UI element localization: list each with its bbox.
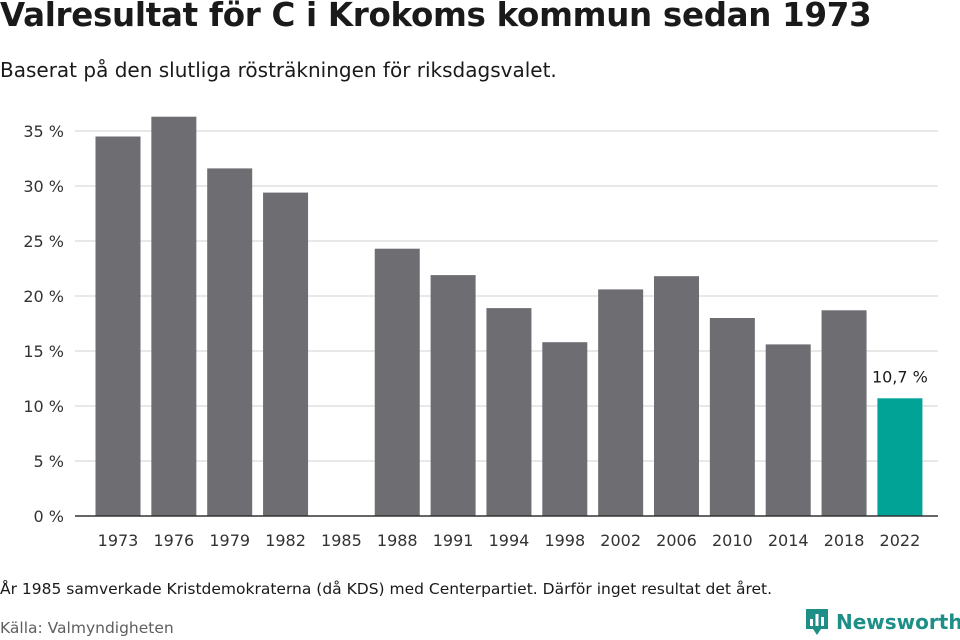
bar <box>654 276 699 516</box>
x-tick-label: 1976 <box>153 531 194 550</box>
bar <box>207 168 253 516</box>
y-tick-label: 35 % <box>23 122 64 141</box>
x-tick-label: 1994 <box>489 531 530 550</box>
x-tick-label: 2002 <box>600 531 641 550</box>
x-tick-label: 1991 <box>433 531 474 550</box>
x-tick-label: 2022 <box>880 531 921 550</box>
brand-name: Newsworthy <box>836 610 960 634</box>
x-tick-label: 1979 <box>209 531 250 550</box>
y-tick-label: 25 % <box>23 232 64 251</box>
source-text: Källa: Valmyndigheten <box>0 619 174 637</box>
x-tick-label: 2014 <box>768 531 809 550</box>
bar <box>151 116 197 516</box>
y-tick-label: 0 % <box>34 507 64 526</box>
bar <box>486 308 532 516</box>
y-tick-label: 20 % <box>23 287 64 306</box>
bar <box>263 192 309 516</box>
bar-highlight <box>877 398 923 516</box>
data-label: 10,7 % <box>872 367 928 386</box>
x-tick-label: 2018 <box>824 531 865 550</box>
bar <box>374 248 420 516</box>
y-tick-label: 10 % <box>23 397 64 416</box>
y-tick-label: 30 % <box>23 177 64 196</box>
chart-title: Valresultat för C i Krokoms kommun sedan… <box>0 0 872 34</box>
x-tick-label: 1985 <box>321 531 362 550</box>
bar <box>598 289 644 516</box>
bar-chart: 0 % 5 % 10 % 15 % 20 % 25 % 30 % 35 % 1973 1976 19… <box>23 116 938 550</box>
x-tick-label: 1988 <box>377 531 418 550</box>
x-tick-label: 2006 <box>656 531 697 550</box>
bar <box>430 275 476 516</box>
bar <box>95 136 141 516</box>
bar <box>542 342 588 516</box>
newsworthy-logo-icon <box>806 609 828 635</box>
bar <box>765 344 811 516</box>
x-tick-label: 1982 <box>265 531 306 550</box>
x-tick-label: 1973 <box>98 531 139 550</box>
bar <box>821 310 867 516</box>
y-tick-label: 5 % <box>34 452 64 471</box>
brand-logo: Newsworthy <box>804 607 960 637</box>
bar <box>709 318 755 516</box>
x-tick-label: 2010 <box>712 531 753 550</box>
y-tick-label: 15 % <box>23 342 64 361</box>
chart-subtitle: Baserat på den slutliga rösträkningen fö… <box>0 58 557 82</box>
x-tick-label: 1998 <box>544 531 585 550</box>
footnote: År 1985 samverkade Kristdemokraterna (då… <box>0 580 773 598</box>
